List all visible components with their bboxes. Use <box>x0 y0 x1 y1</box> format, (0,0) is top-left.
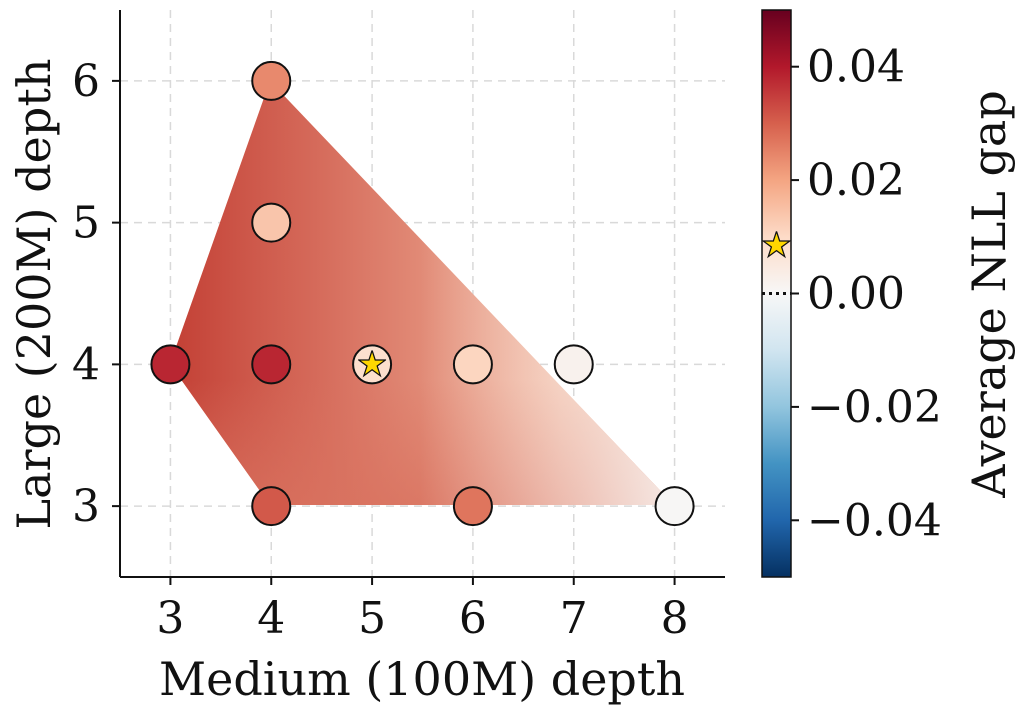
data-point <box>654 486 695 527</box>
interpolated-surface <box>170 81 674 505</box>
x-tick-label: 3 <box>156 593 184 644</box>
x-tick-label: 8 <box>661 593 689 644</box>
data-point <box>553 344 594 385</box>
data-point <box>251 202 292 243</box>
x-ticks: 3 4 5 6 7 8 <box>156 577 689 644</box>
x-axis-title: Medium (100M) depth <box>159 652 685 706</box>
axes <box>119 10 725 578</box>
data-points <box>150 60 695 527</box>
x-tick-label: 6 <box>459 593 487 644</box>
colorbar-tick-label: −0.04 <box>807 495 942 546</box>
data-point <box>452 486 493 527</box>
data-point <box>150 344 191 385</box>
y-ticks: 3 4 5 6 <box>72 56 120 532</box>
y-axis-title: Large (200M) depth <box>7 59 61 530</box>
colorbar-tick-label: −0.02 <box>807 382 942 433</box>
y-tick-label: 5 <box>72 198 100 249</box>
x-tick-label: 7 <box>560 593 588 644</box>
colorbar: 0.04 0.02 0.00 −0.02 −0.04 Average NLL gap <box>761 9 1016 578</box>
data-point <box>251 60 292 101</box>
y-tick-label: 4 <box>72 339 100 390</box>
data-point <box>452 344 493 385</box>
x-tick-label: 4 <box>257 593 285 644</box>
colorbar-tick-label: 0.04 <box>807 42 905 93</box>
x-tick-label: 5 <box>358 593 386 644</box>
colorbar-label: Average NLL gap <box>962 90 1016 499</box>
colorbar-ticks: 0.04 0.02 0.00 −0.02 −0.04 <box>791 42 942 546</box>
data-point <box>251 344 292 385</box>
colorbar-tick-label: 0.02 <box>807 155 905 206</box>
data-point <box>251 486 292 527</box>
colorbar-tick-label: 0.00 <box>807 269 905 320</box>
y-tick-label: 6 <box>72 56 100 107</box>
surface-right-fade <box>170 81 674 505</box>
y-tick-label: 3 <box>72 481 100 532</box>
